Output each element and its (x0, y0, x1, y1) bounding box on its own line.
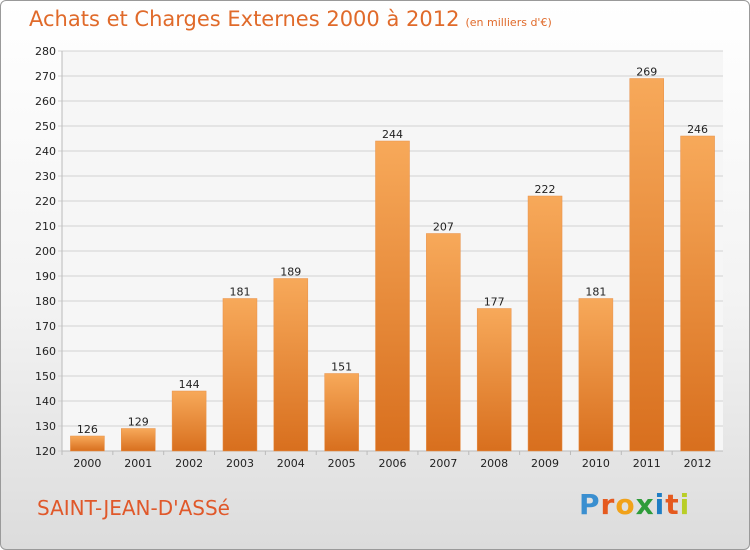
y-tick-label: 120 (35, 445, 56, 458)
bar-value-label: 181 (585, 286, 606, 299)
bar (375, 140, 410, 452)
bar-chart: 120 130 140 150 160 170 180 190 200 210 220 230 240 2… (35, 45, 723, 470)
y-tick-label: 250 (35, 120, 56, 133)
logo-letter: t (665, 488, 680, 521)
y-tick-label: 130 (35, 420, 56, 433)
bar (273, 278, 309, 452)
bar (426, 233, 461, 452)
bar (324, 373, 359, 452)
y-tick-label: 210 (35, 220, 56, 233)
logo-letter: i (679, 488, 691, 521)
bar-value-label: 126 (77, 423, 98, 436)
bar-value-label: 181 (229, 286, 250, 299)
x-tick-label: 2012 (684, 457, 712, 470)
bar-value-label: 129 (128, 416, 149, 429)
x-tick-label: 2011 (633, 457, 661, 470)
logo-letter: r (600, 488, 616, 521)
bar (680, 135, 715, 452)
y-tick-label: 230 (35, 170, 56, 183)
bar (222, 298, 258, 452)
y-tick-label: 190 (35, 270, 56, 283)
bar (578, 298, 614, 452)
proxiti-logo: Proxiti (579, 488, 690, 521)
bar-value-label: 222 (535, 183, 556, 196)
bar-value-label: 151 (331, 361, 352, 374)
bar (476, 308, 512, 452)
bar-value-label: 207 (433, 221, 454, 234)
x-tick-label: 2001 (124, 457, 152, 470)
bar-value-label: 269 (636, 66, 657, 79)
x-tick-label: 2006 (379, 457, 407, 470)
y-tick-label: 180 (35, 295, 56, 308)
x-tick-label: 2008 (480, 457, 508, 470)
city-name: SAINT-JEAN-D'ASSé (37, 496, 230, 520)
bar (527, 195, 563, 452)
logo-letter: x (635, 488, 655, 521)
bar-value-label: 244 (382, 128, 403, 141)
bar-value-label: 177 (484, 296, 505, 309)
logo-letter: o (615, 488, 636, 521)
bar-value-label: 246 (687, 123, 708, 136)
bar (171, 390, 207, 452)
y-tick-label: 240 (35, 145, 56, 158)
bar (121, 428, 156, 452)
bar-value-label: 189 (280, 266, 301, 279)
y-tick-label: 140 (35, 395, 56, 408)
chart-title-text: Achats et Charges Externes 2000 à 2012 (29, 7, 460, 31)
y-tick-label: 150 (35, 370, 56, 383)
x-tick-label: 2007 (429, 457, 457, 470)
y-tick-label: 200 (35, 245, 56, 258)
bar (629, 78, 664, 452)
y-tick-label: 280 (35, 45, 56, 58)
x-tick-label: 2003 (226, 457, 254, 470)
y-tick-label: 160 (35, 345, 56, 358)
y-tick-label: 260 (35, 95, 56, 108)
x-tick-label: 2004 (277, 457, 305, 470)
y-tick-label: 220 (35, 195, 56, 208)
chart-subtitle: (en milliers d'€) (465, 16, 552, 29)
x-tick-label: 2000 (73, 457, 101, 470)
x-tick-label: 2009 (531, 457, 559, 470)
x-tick-label: 2010 (582, 457, 610, 470)
bar (70, 435, 105, 452)
chart-title: Achats et Charges Externes 2000 à 2012 (e… (29, 7, 552, 31)
bar-value-label: 144 (179, 378, 200, 391)
y-tick-label: 270 (35, 70, 56, 83)
y-tick-label: 170 (35, 320, 56, 333)
logo-letter: i (654, 488, 666, 521)
x-tick-label: 2005 (328, 457, 356, 470)
logo-letter: P (579, 488, 601, 521)
x-tick-label: 2002 (175, 457, 203, 470)
